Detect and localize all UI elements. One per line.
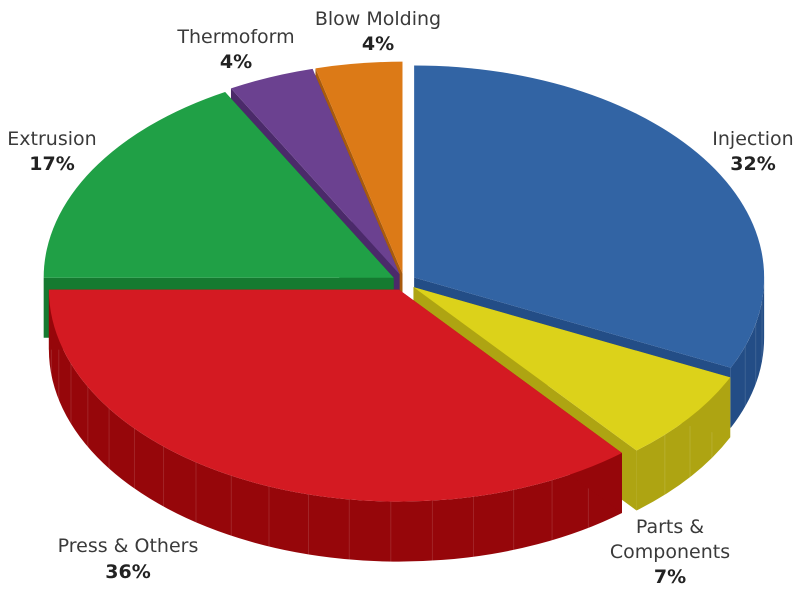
slice-thermoform xyxy=(230,68,400,275)
label-injection: Injection 32% xyxy=(712,128,793,175)
label-blow-molding: Blow Molding 4% xyxy=(315,8,441,55)
slice-label-thermoform: Thermoform xyxy=(176,26,294,48)
label-thermoform: Thermoform 4% xyxy=(176,26,294,73)
pie-slices xyxy=(43,61,765,502)
slice-extrusion xyxy=(43,91,394,278)
slice-value-parts: 7% xyxy=(654,566,686,588)
slice-label-parts-line2: Components xyxy=(610,541,730,563)
label-parts-components: Parts & Components 7% xyxy=(610,516,730,588)
slice-label-blow-molding: Blow Molding xyxy=(315,8,441,30)
slice-parts-components xyxy=(413,287,731,451)
slice-wall-press-others xyxy=(48,289,622,562)
slice-value-thermoform: 4% xyxy=(220,51,252,73)
slice-blow-molding xyxy=(315,61,403,274)
slice-value-press: 36% xyxy=(105,561,150,583)
label-extrusion: Extrusion 17% xyxy=(7,128,96,175)
slice-value-injection: 32% xyxy=(730,153,775,175)
slice-label-press: Press & Others xyxy=(58,535,199,557)
slice-press-others xyxy=(48,289,622,502)
slice-value-blow-molding: 4% xyxy=(362,33,394,55)
slice-label-parts-line1: Parts & xyxy=(636,516,704,538)
slice-injection xyxy=(414,65,765,368)
slice-label-extrusion: Extrusion xyxy=(7,128,96,150)
slice-label-injection: Injection xyxy=(712,128,793,150)
label-press-others: Press & Others 36% xyxy=(58,535,199,583)
slice-value-extrusion: 17% xyxy=(29,153,74,175)
slice-wall-injection xyxy=(730,277,765,428)
